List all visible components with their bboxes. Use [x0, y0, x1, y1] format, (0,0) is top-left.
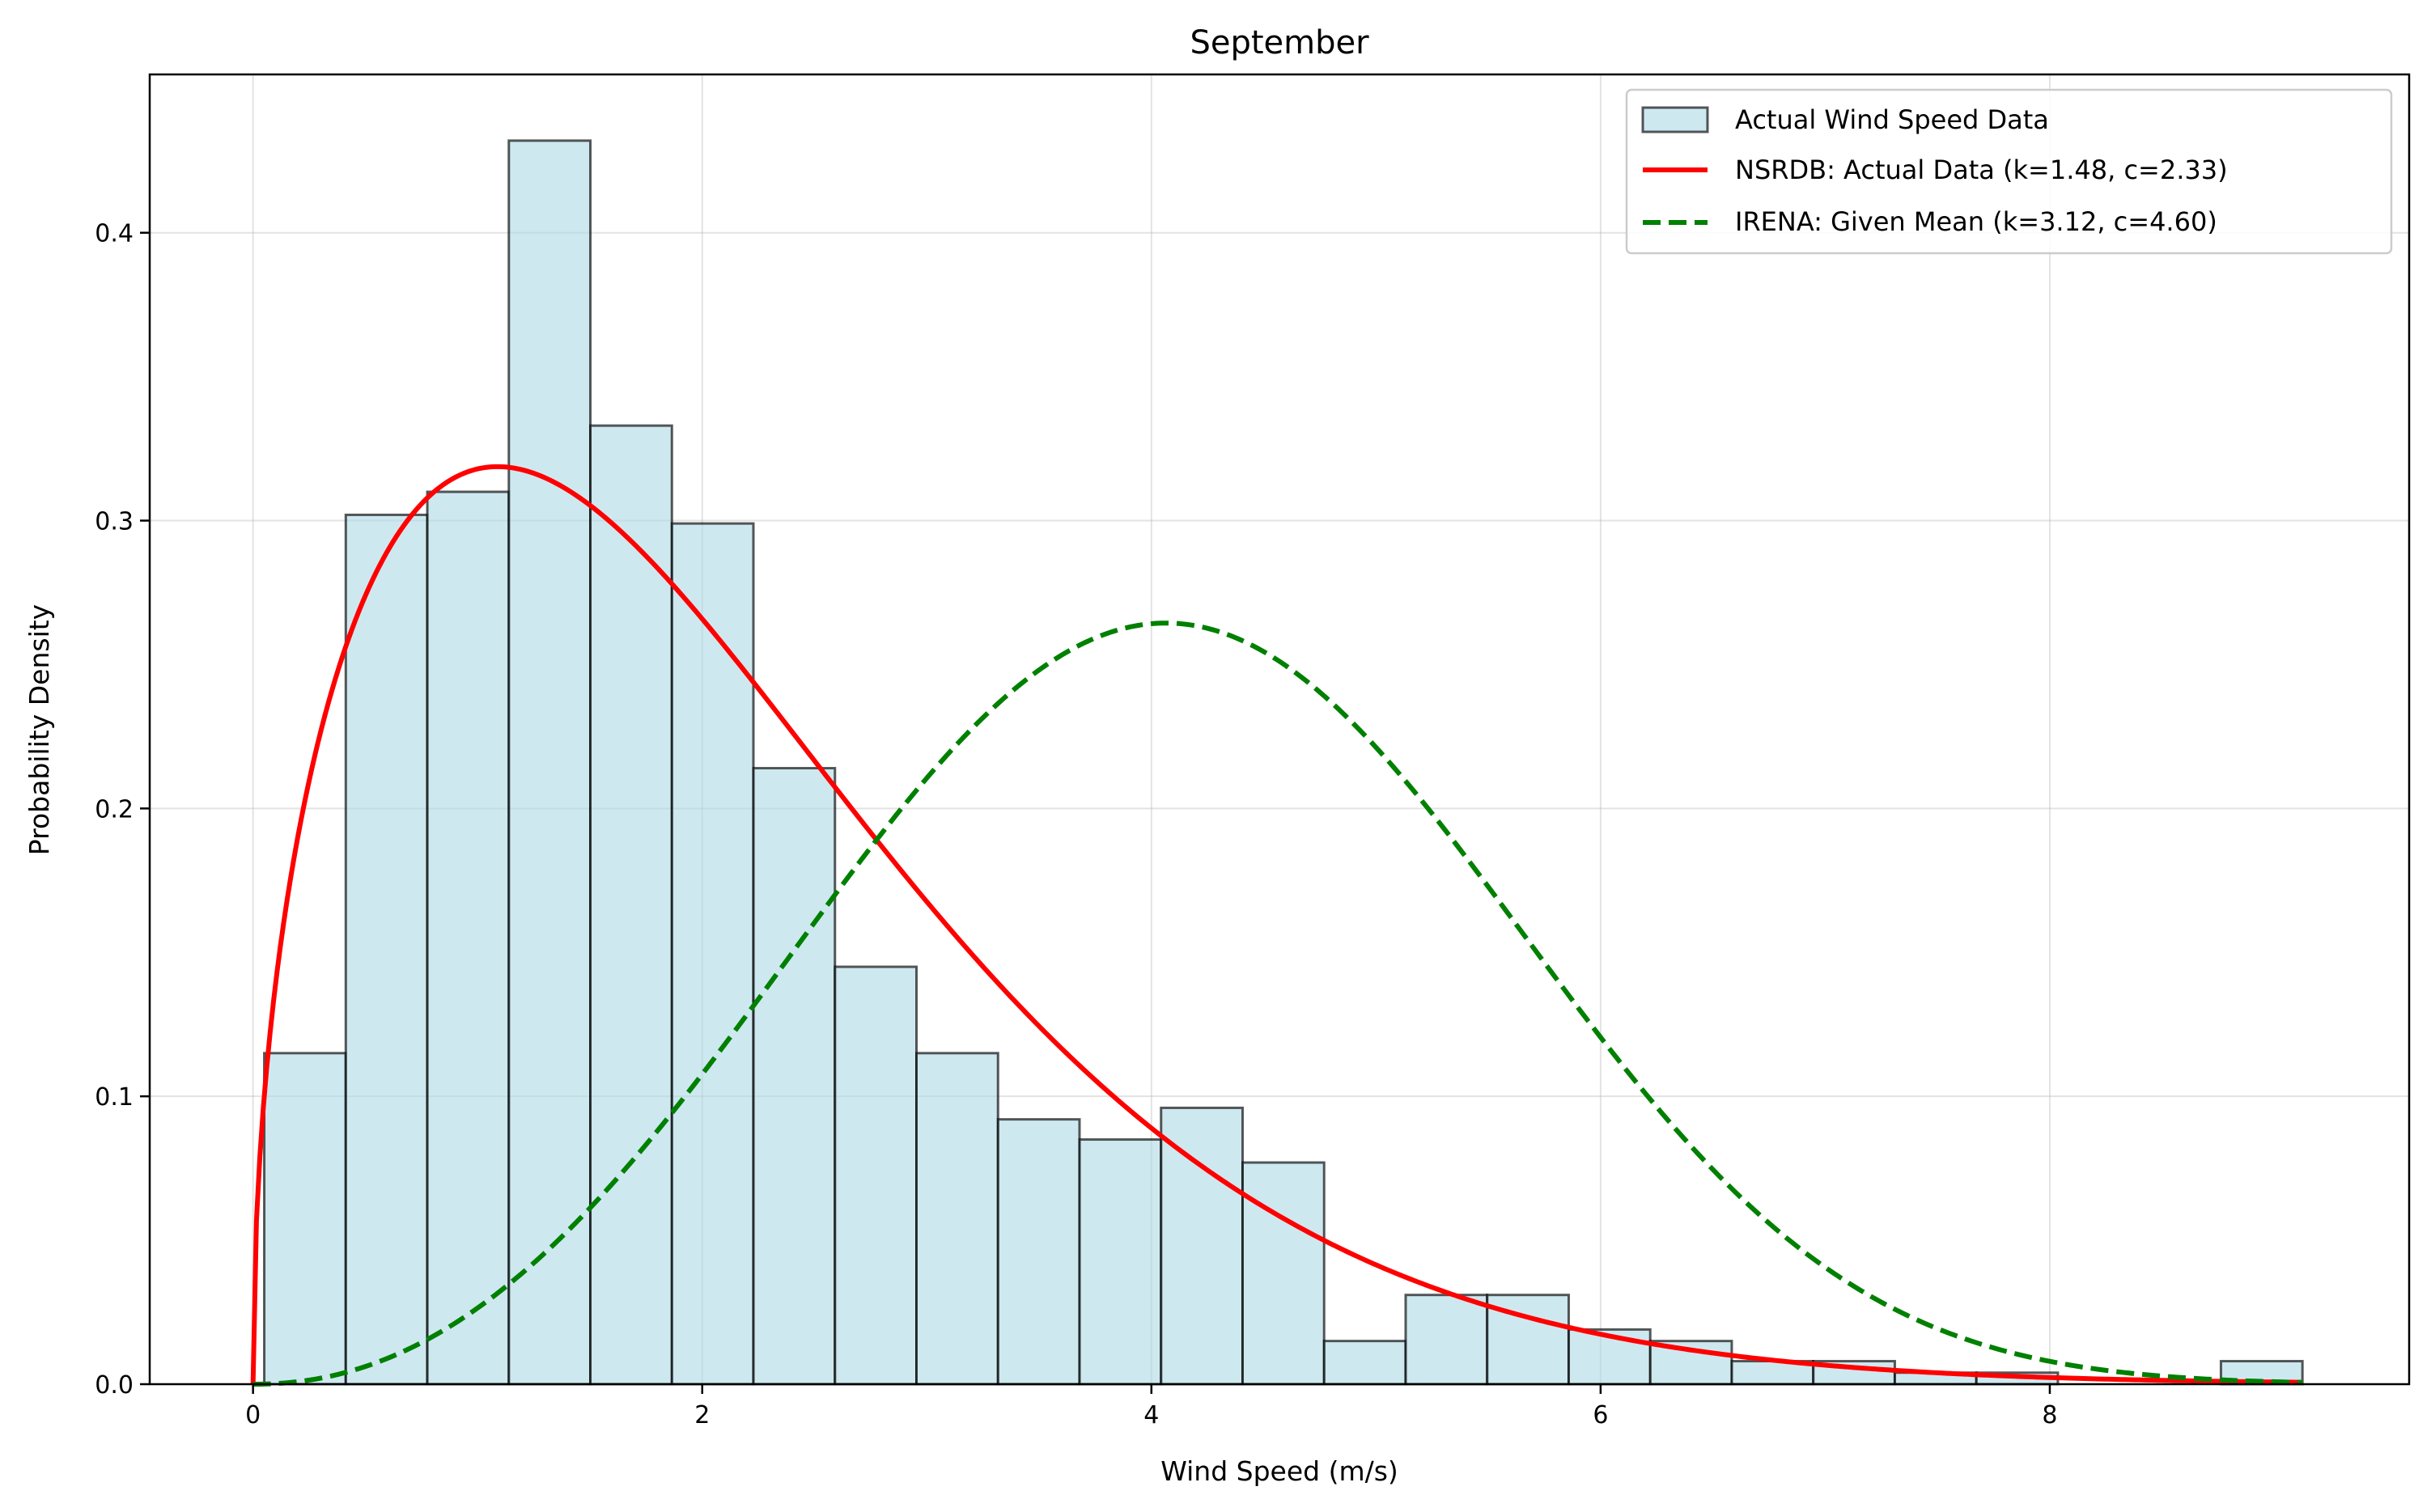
histogram-bar: [1078, 1138, 1163, 1386]
y-axis-label: Probability Density: [23, 604, 55, 855]
legend: Actual Wind Speed Data NSRDB: Actual Dat…: [1625, 88, 2393, 255]
y-tick-label: 0.4: [95, 220, 134, 248]
histogram-bar: [1160, 1106, 1244, 1386]
chart-title: September: [1190, 24, 1369, 61]
histogram-bar: [1322, 1340, 1407, 1386]
histogram-bar: [834, 965, 919, 1386]
x-tick-label: 2: [694, 1401, 710, 1429]
x-tick-label: 6: [1593, 1401, 1608, 1429]
histogram-bar: [1404, 1294, 1489, 1386]
histogram-bar: [996, 1118, 1081, 1386]
weibull-curves: [250, 464, 2303, 1387]
histogram-bar: [344, 513, 429, 1386]
legend-swatch-histogram: [1641, 106, 1709, 133]
histogram-bar: [1241, 1161, 1326, 1386]
histogram-bar: [426, 490, 511, 1386]
y-tick-label: 0.1: [95, 1083, 134, 1112]
histogram-bar: [752, 767, 837, 1386]
histogram-bars: [263, 139, 2304, 1386]
y-tick-label: 0.3: [95, 508, 134, 536]
x-tick-label: 4: [1143, 1401, 1159, 1429]
y-tick-label: 0.2: [95, 795, 134, 824]
irena-weibull-curve: [252, 620, 2303, 1387]
legend-label-histogram: Actual Wind Speed Data: [1735, 104, 2049, 135]
axis-ticks: 0 2 4 6 8 0.0 0.1 0.2 0.3 0.4: [95, 220, 2057, 1429]
histogram-bar: [915, 1052, 999, 1386]
y-tick-label: 0.0: [95, 1371, 134, 1400]
nsrdb-weibull-curve: [250, 464, 2303, 1385]
x-tick-label: 8: [2042, 1401, 2057, 1429]
legend-label-irena: IRENA: Given Mean (k=3.12, c=4.60): [1735, 206, 2217, 237]
histogram-bar: [263, 1052, 347, 1386]
x-tick-label: 0: [245, 1401, 261, 1429]
legend-box: [1625, 88, 2393, 255]
histogram-bar: [1812, 1360, 1896, 1386]
x-axis-label: Wind Speed (m/s): [1160, 1455, 1398, 1487]
histogram-bar: [670, 522, 755, 1386]
histogram-bar: [507, 139, 592, 1386]
plot-frame: [148, 73, 2411, 1386]
legend-label-nsrdb: NSRDB: Actual Data (k=1.48, c=2.33): [1735, 155, 2228, 185]
